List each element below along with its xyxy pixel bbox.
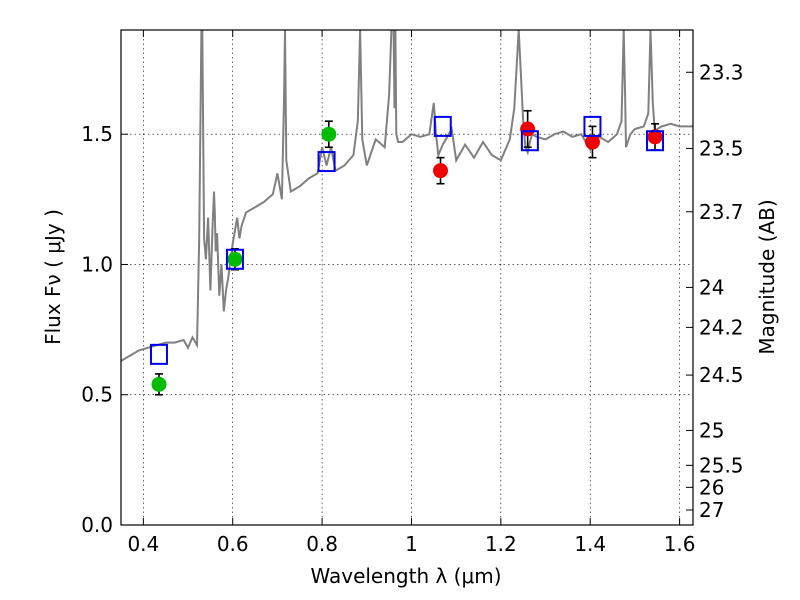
y-tick-label: 0.5 xyxy=(81,383,113,407)
data-point xyxy=(227,251,243,267)
model-point xyxy=(317,151,336,173)
y-tick-label: 1.0 xyxy=(81,252,113,276)
data-point xyxy=(433,163,449,179)
grid xyxy=(121,30,693,526)
mag-tick-label: 24 xyxy=(699,275,724,299)
x-tick-label: 0.8 xyxy=(306,532,338,556)
x-tick-label: 1.2 xyxy=(485,532,517,556)
plot-area xyxy=(121,30,693,396)
data-point xyxy=(321,126,337,142)
data-point xyxy=(647,129,663,145)
plot-frame xyxy=(120,29,694,526)
x-tick-label: 1.6 xyxy=(664,532,696,556)
x-tick-label: 1 xyxy=(405,532,418,556)
data-point xyxy=(151,376,167,392)
y-tick-label: 0.0 xyxy=(81,513,113,537)
model-point xyxy=(225,248,244,270)
y-axis-title: Flux Fν ( μJy ) xyxy=(41,209,65,345)
x-tick-label: 0.6 xyxy=(217,532,249,556)
model-point xyxy=(583,115,602,137)
mag-tick-label: 23.3 xyxy=(699,60,744,84)
mag-tick-label: 27 xyxy=(699,498,724,522)
mag-tick-label: 26 xyxy=(699,475,724,499)
mag-tick-label: 24.5 xyxy=(699,363,744,387)
right-axis-title: Magnitude (AB) xyxy=(755,199,779,354)
y-tick-label: 1.5 xyxy=(81,122,113,146)
x-tick-label: 1.4 xyxy=(574,532,606,556)
model-point xyxy=(433,115,452,137)
data-point xyxy=(520,121,536,137)
x-axis-title: Wavelength λ (μm) xyxy=(310,564,501,588)
model-point xyxy=(149,343,168,365)
model-point xyxy=(646,130,665,152)
tick-labels: 0.4 0.6 0.8 1 1.2 1.4 1.6 0.0 0.5 1.0 1.5 23.3 23.5 2… xyxy=(81,60,743,556)
mag-tick-label: 24.2 xyxy=(699,315,744,339)
mag-tick-label: 25 xyxy=(699,418,724,442)
mag-tick-label: 25.5 xyxy=(699,453,744,477)
mag-tick-label: 23.7 xyxy=(699,200,744,224)
mag-tick-label: 23.5 xyxy=(699,136,744,160)
model-point xyxy=(520,130,539,152)
x-tick-label: 0.4 xyxy=(127,532,159,556)
data-point xyxy=(584,134,600,150)
ticks xyxy=(121,30,693,526)
